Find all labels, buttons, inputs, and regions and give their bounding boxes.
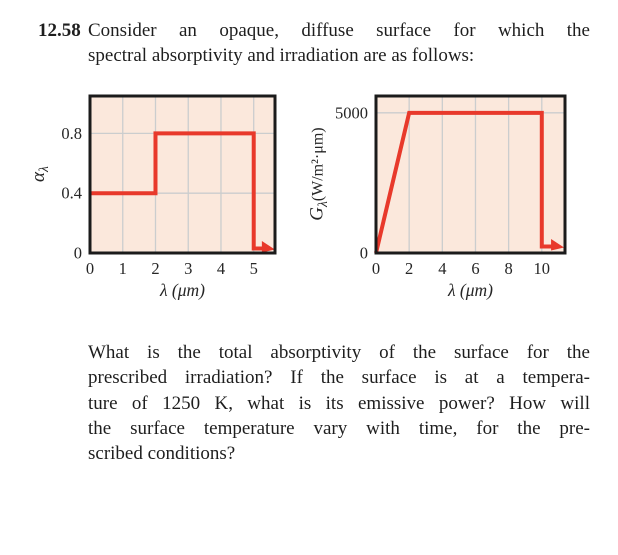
absorptivity-chart: 0 1 2 3 4 5 0 0.4 0.8 αλ λ (μm) [20,90,290,310]
x-axis-label-wavelength: λ (μm) [447,280,494,300]
irradiation-chart: 0 2 4 6 8 10 0 5000 Gλ(W/m²·μm) λ (μm) [300,90,576,310]
x-tick-label: 2 [405,259,413,278]
irradiation-units: (W/m²·μm) [309,127,327,202]
x-tick-label: 6 [471,259,479,278]
statement-line-1: Consider an opaque, diffuse surface for … [88,20,590,41]
spectral-curve [374,110,553,254]
y-axis-label-alpha: αλ [20,96,60,253]
continuation-arrow [261,241,275,253]
question-line-1: What is the total absorptivity of the su… [88,342,590,363]
y-tick-label: 0 [74,244,82,263]
y-tick-label: 5000 [335,103,368,122]
x-tick-label: 4 [438,259,446,278]
lambda-subscript: λ [315,201,331,208]
x-tick-label: 4 [217,259,225,278]
problem-number: 12.58 [38,20,81,41]
plot-frame [374,94,567,255]
problem-statement: 12.58 Consider an opaque, diffuse surfac… [38,18,590,69]
problem-text: Consider an opaque, diffuse surface for … [88,18,590,69]
plot-background [376,96,565,253]
y-tick-label: 0.4 [61,184,82,203]
lambda-subscript: λ [36,166,52,173]
x-tick-label: 3 [184,259,192,278]
g-symbol: G [306,207,328,222]
plot-frame [88,94,277,255]
question-line-4: the surface temperature vary with time, … [88,417,590,439]
y-tick-label: 0.8 [61,124,82,143]
question-line-2: prescribed irradiation? If the surface i… [88,367,590,389]
x-tick-label: 10 [534,259,551,278]
continuation-arrow [551,239,565,251]
question-paragraph: What is the total absorptivity of the su… [88,340,590,466]
g-lambda-symbol: Gλ(W/m²·μm) [307,128,331,221]
question-line-3: ture of 1250 K, what is its emissive pow… [88,392,590,414]
alpha-lambda-symbol: αλ [28,167,52,183]
spectral-curve [90,131,263,251]
irradiation-plot: 0 2 4 6 8 10 0 5000 [335,94,567,278]
statement-line-2: spectral absorptivity and irradiation ar… [88,45,475,67]
plot-background [90,96,275,253]
x-tick-label: 5 [250,259,258,278]
question-line-5: scribed conditions? [88,443,236,465]
x-tick-label: 0 [86,259,94,278]
x-tick-label: 2 [151,259,159,278]
x-tick-label: 1 [119,259,127,278]
alpha-symbol: α [27,172,49,183]
x-tick-label: 0 [372,259,380,278]
y-tick-label: 0 [360,244,368,263]
x-axis-label-wavelength: λ (μm) [159,280,206,300]
y-axis-label-irradiation: Gλ(W/m²·μm) [300,96,338,253]
absorptivity-plot: 0 1 2 3 4 5 0 0.4 0.8 [61,94,277,278]
x-tick-label: 8 [505,259,513,278]
